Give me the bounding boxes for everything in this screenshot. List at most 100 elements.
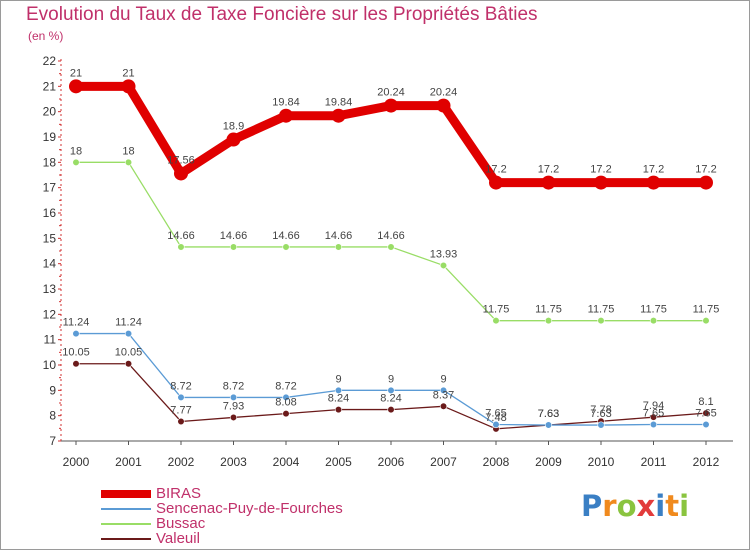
data-label-biras: 19.84 [325, 97, 353, 109]
data-point-sencenac[interactable] [124, 329, 133, 338]
data-label-bussac: 14.66 [220, 230, 248, 242]
data-point-biras[interactable] [174, 166, 188, 181]
data-point-sencenac[interactable] [544, 421, 553, 429]
data-point-sencenac[interactable] [177, 393, 185, 402]
y-tick-label: 15 [43, 231, 57, 245]
data-label-sencenac: 7.63 [590, 408, 611, 420]
x-tick-label: 2009 [535, 455, 562, 469]
x-tick-label: 2003 [220, 455, 247, 469]
data-label-valeuil: 7.77 [170, 404, 191, 416]
y-tick-label: 13 [43, 282, 57, 296]
data-point-sencenac[interactable] [387, 386, 395, 394]
data-label-biras: 20.24 [430, 87, 458, 99]
data-label-bussac: 11.75 [693, 304, 720, 316]
data-point-bussac[interactable] [282, 243, 290, 251]
data-label-sencenac: 9 [440, 373, 446, 385]
data-point-bussac[interactable] [124, 158, 133, 166]
data-point-sencenac[interactable] [649, 420, 658, 429]
data-label-biras: 17.2 [643, 164, 664, 176]
logo-letter: x [636, 489, 656, 523]
logo-letter: P [581, 489, 603, 523]
data-label-biras: 17.2 [538, 164, 559, 176]
data-label-bussac: 13.93 [430, 248, 458, 260]
data-point-sencenac[interactable] [439, 386, 448, 394]
data-point-sencenac[interactable] [282, 393, 290, 402]
x-tick-label: 2006 [378, 455, 405, 469]
data-point-bussac[interactable] [229, 243, 238, 251]
data-point-bussac[interactable] [597, 317, 605, 325]
chart-title: Evolution du Taux de Taxe Foncière sur l… [26, 4, 538, 25]
data-point-biras[interactable] [384, 98, 398, 113]
data-point-bussac[interactable] [492, 317, 500, 325]
data-label-valeuil: 7.78 [590, 404, 611, 416]
data-point-biras[interactable] [594, 175, 608, 190]
data-point-sencenac[interactable] [702, 420, 710, 429]
data-point-sencenac[interactable] [229, 393, 238, 402]
data-label-valeuil: 10.05 [62, 347, 90, 359]
y-tick-label: 20 [43, 105, 57, 119]
data-label-sencenac: 7.65 [643, 408, 664, 420]
data-point-biras[interactable] [69, 79, 83, 94]
data-point-bussac[interactable] [177, 243, 185, 251]
data-label-biras: 18.9 [223, 121, 244, 133]
data-point-valeuil[interactable] [282, 410, 290, 418]
data-point-bussac[interactable] [439, 261, 448, 270]
data-point-biras[interactable] [121, 79, 136, 94]
data-label-sencenac: 7.65 [485, 408, 506, 420]
y-tick-label: 14 [43, 257, 57, 271]
y-tick-label: 10 [43, 358, 57, 372]
data-point-biras[interactable] [646, 175, 661, 190]
chart-subtitle: (en %) [28, 29, 64, 43]
data-point-sencenac[interactable] [72, 329, 80, 338]
data-point-valeuil[interactable] [649, 413, 658, 421]
data-point-biras[interactable] [489, 175, 503, 190]
data-point-bussac[interactable] [72, 158, 80, 166]
data-point-sencenac[interactable] [597, 421, 605, 429]
legend-label-biras: BIRAS [156, 485, 202, 502]
data-point-valeuil[interactable] [387, 405, 395, 414]
y-tick-label: 8 [49, 409, 56, 423]
legend-swatch-bussac [101, 523, 151, 525]
data-point-bussac[interactable] [702, 317, 710, 325]
x-tick-label: 2005 [325, 455, 352, 469]
data-point-valeuil[interactable] [124, 360, 133, 368]
proxiti-logo: Proxiti [581, 489, 689, 523]
data-point-biras[interactable] [436, 98, 451, 113]
data-point-bussac[interactable] [544, 317, 553, 325]
legend-label-sencenac: Sencenac-Puy-de-Fourches [156, 500, 343, 517]
legend-label-bussac: Bussac [156, 515, 206, 532]
x-tick-label: 2004 [273, 455, 300, 469]
data-point-bussac[interactable] [649, 317, 658, 325]
data-point-bussac[interactable] [387, 243, 395, 251]
data-label-sencenac: 7.65 [695, 408, 716, 420]
chart-data-labels: 10.05 10.057.77 7.93 8.08 8.24 8.24 8.377.48 7.… [62, 67, 719, 424]
x-tick-label: 2007 [430, 455, 457, 469]
logo-letter: i [679, 489, 690, 523]
data-point-valeuil[interactable] [177, 417, 185, 426]
data-point-biras[interactable] [541, 175, 556, 190]
data-label-bussac: 14.66 [272, 230, 300, 242]
data-point-sencenac[interactable] [492, 420, 500, 429]
data-point-biras[interactable] [699, 175, 713, 190]
data-point-valeuil[interactable] [439, 402, 448, 410]
x-tick-label: 2010 [588, 455, 615, 469]
data-point-valeuil[interactable] [72, 360, 80, 368]
data-point-sencenac[interactable] [334, 386, 343, 394]
x-tick-label: 2001 [115, 455, 142, 469]
y-tick-label: 21 [43, 79, 57, 93]
series-sencenac [72, 329, 710, 429]
y-tick-label: 18 [43, 155, 57, 169]
data-point-valeuil[interactable] [229, 413, 238, 422]
data-point-biras[interactable] [279, 108, 293, 123]
data-point-valeuil[interactable] [702, 409, 710, 417]
data-label-valeuil: 10.05 [115, 347, 143, 359]
data-point-valeuil[interactable] [334, 405, 343, 414]
data-label-bussac: 11.75 [483, 304, 510, 316]
data-label-valeuil: 7.93 [223, 400, 244, 412]
data-point-biras[interactable] [226, 132, 241, 147]
x-tick-label: 2011 [641, 455, 667, 469]
data-point-bussac[interactable] [334, 243, 343, 251]
data-point-biras[interactable] [331, 108, 346, 123]
